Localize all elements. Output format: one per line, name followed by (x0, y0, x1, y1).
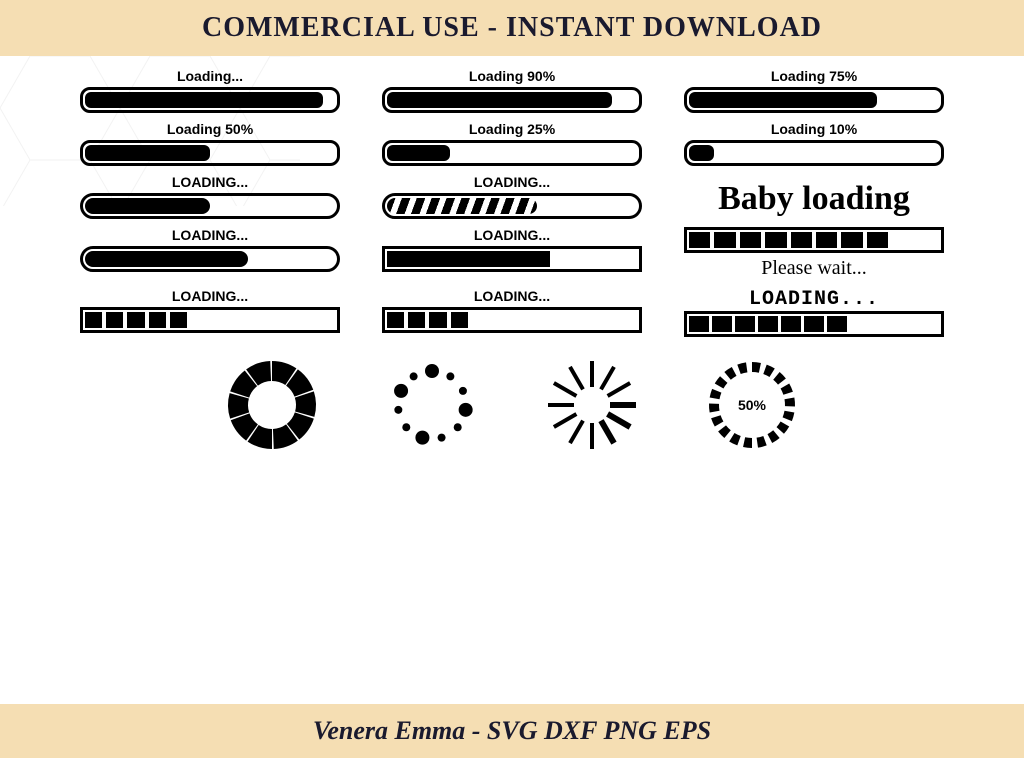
progress-label: Loading 50% (80, 121, 340, 137)
baby-wait-text: Please wait... (684, 257, 944, 280)
progress-cell: LOADING... (382, 227, 642, 280)
progress-cell: LOADING... (80, 227, 340, 280)
progress-bar-icon (80, 140, 340, 166)
progress-pill-icon (80, 246, 340, 272)
content-area: Loading... Loading 90% Loading 75% Loadi… (0, 56, 1024, 704)
baby-loading-title: Baby loading (684, 180, 944, 218)
progress-bar-icon (80, 87, 340, 113)
progress-label: Loading... (80, 68, 340, 84)
pixel-progress-icon (684, 311, 944, 337)
pixel-loading-label: LOADING... (684, 288, 944, 311)
donut-spinner-icon (222, 355, 322, 455)
progress-bar-icon (684, 140, 944, 166)
progress-label: LOADING... (80, 288, 340, 304)
progress-label: Loading 90% (382, 68, 642, 84)
progress-row-4: LOADING... LOADING... Please wait... (80, 227, 944, 280)
progress-cell: Loading... (80, 68, 340, 113)
progress-cell: Loading 25% (382, 121, 642, 166)
top-banner-text: COMMERCIAL USE - INSTANT DOWNLOAD (0, 12, 1024, 44)
progress-pill-icon (80, 193, 340, 219)
spinner-row: 50% (80, 355, 944, 455)
progress-cell: Loading 90% (382, 68, 642, 113)
bottom-banner: Venera Emma - SVG DXF PNG EPS (0, 704, 1024, 758)
progress-bar-icon (382, 87, 642, 113)
progress-label: LOADING... (382, 288, 642, 304)
baby-loading-bar-cell: Please wait... (684, 227, 944, 280)
progress-label: LOADING... (382, 227, 642, 243)
lines-spinner-icon (542, 355, 642, 455)
progress-cell: LOADING... (80, 288, 340, 337)
baby-loading-cell: Baby loading (684, 180, 944, 225)
top-banner: COMMERCIAL USE - INSTANT DOWNLOAD (0, 0, 1024, 56)
progress-label: Loading 75% (684, 68, 944, 84)
progress-cell: Loading 75% (684, 68, 944, 113)
bottom-banner-text: Venera Emma - SVG DXF PNG EPS (0, 716, 1024, 746)
progress-label: LOADING... (382, 174, 642, 190)
progress-stripe-icon (382, 193, 642, 219)
progress-label: LOADING... (80, 174, 340, 190)
progress-blocks-icon (382, 307, 642, 333)
progress-row-1: Loading... Loading 90% Loading 75% (80, 68, 944, 113)
progress-cell: LOADING... (80, 174, 340, 219)
percent-spinner-icon: 50% (702, 355, 802, 455)
pixel-loading-cell: LOADING... (684, 288, 944, 337)
progress-row-5: LOADING... LOADING... LOADING... (80, 288, 944, 337)
progress-label: Loading 25% (382, 121, 642, 137)
progress-blocks-icon (80, 307, 340, 333)
spinner-percent-label: 50% (738, 397, 766, 413)
baby-progress-blocks-icon (684, 227, 944, 253)
progress-label: LOADING... (80, 227, 340, 243)
progress-row-3: LOADING... LOADING... Baby loading (80, 174, 944, 219)
progress-square-icon (382, 246, 642, 272)
progress-bar-icon (684, 87, 944, 113)
progress-cell: Loading 10% (684, 121, 944, 166)
progress-bar-icon (382, 140, 642, 166)
progress-cell: Loading 50% (80, 121, 340, 166)
progress-cell: LOADING... (382, 174, 642, 219)
progress-row-2: Loading 50% Loading 25% Loading 10% (80, 121, 944, 166)
progress-cell: LOADING... (382, 288, 642, 337)
dots-spinner-icon (382, 355, 482, 455)
progress-label: Loading 10% (684, 121, 944, 137)
